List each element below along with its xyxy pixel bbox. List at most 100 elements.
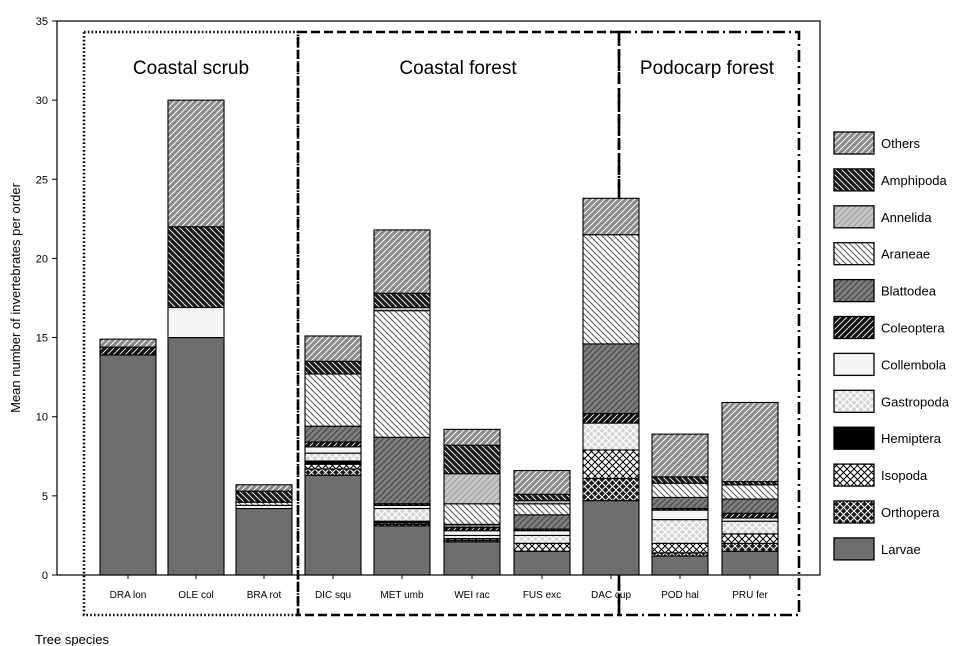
legend-item-collembola: Collembola — [833, 352, 947, 377]
bar-stack-dic-squ — [304, 335, 362, 576]
bar-segment-collembola — [651, 509, 709, 521]
bar-segment-araneae — [304, 373, 362, 427]
bar-segment-larvae — [167, 337, 225, 576]
bar-segment-isopoda — [513, 542, 571, 552]
legend: Others Amphipoda Annelida Araneae Blattodea C… — [833, 131, 950, 561]
legend-swatch-araneae — [833, 242, 875, 266]
region-label-coastal-forest: Coastal forest — [399, 58, 517, 79]
legend-swatch-collembola — [833, 352, 875, 377]
legend-swatch-amphipoda — [833, 168, 875, 192]
legend-label-amphipoda: Amphipoda — [881, 173, 948, 188]
legend-item-coleoptera: Coleoptera — [833, 315, 945, 340]
legend-item-araneae: Araneae — [833, 242, 930, 266]
bars — [99, 99, 779, 576]
y-tick-label: 15 — [36, 333, 48, 345]
x-axis-label: Tree species — [35, 632, 109, 646]
bar-segment-coleoptera — [99, 346, 157, 356]
bar-segment-blattodea — [721, 498, 779, 514]
bar-segment-annelida — [443, 473, 501, 505]
legend-swatch-orthopera — [833, 500, 875, 524]
bar-segment-larvae — [443, 541, 501, 576]
y-axis: 0 5 10 15 20 25 30 35 — [36, 16, 57, 582]
bar-segment-isopoda — [582, 449, 640, 479]
legend-label-larvae: Larvae — [881, 542, 921, 557]
bar-segment-araneae — [513, 503, 571, 516]
legend-label-orthopera: Orthopera — [881, 505, 940, 520]
x-tick-label: PRU fer — [732, 590, 768, 601]
plot-frame — [56, 20, 821, 576]
y-tick-label: 10 — [36, 412, 48, 424]
bar-segment-coleoptera — [582, 412, 640, 424]
bar-segment-amphipoda — [235, 490, 293, 503]
legend-label-collembola: Collembola — [881, 357, 947, 372]
legend-label-blattodea: Blattodea — [881, 284, 937, 299]
bar-segment-amphipoda — [304, 360, 362, 375]
bar-segment-larvae — [304, 474, 362, 576]
bar-segment-gastropoda — [373, 507, 431, 522]
bar-segment-isopoda — [651, 542, 709, 554]
bar-segment-larvae — [99, 354, 157, 576]
y-axis-label: Mean number of invertebrates per order — [8, 182, 23, 412]
bar-segment-others — [304, 335, 362, 362]
region-label-podocarp-forest: Podocarp forest — [640, 58, 775, 79]
bar-segment-others — [651, 433, 709, 478]
bar-stack-dra-lon — [99, 338, 157, 576]
legend-label-gastropoda: Gastropoda — [881, 394, 950, 409]
bar-segment-amphipoda — [443, 444, 501, 475]
bar-segment-gastropoda — [721, 520, 779, 535]
legend-label-others: Others — [881, 136, 921, 151]
legend-label-araneae: Araneae — [881, 247, 930, 262]
bar-segment-others — [721, 401, 779, 483]
bar-stack-bra-rot — [235, 484, 293, 576]
y-tick-label: 0 — [42, 570, 48, 582]
bar-segment-collembola — [513, 530, 571, 536]
legend-item-orthopera: Orthopera — [833, 500, 940, 524]
legend-swatch-hemiptera — [833, 426, 875, 450]
legend-swatch-larvae — [833, 537, 875, 561]
bar-segment-gastropoda — [651, 519, 709, 544]
legend-swatch-isopoda — [833, 463, 875, 487]
legend-item-others: Others — [833, 131, 921, 155]
bar-segment-blattodea — [513, 514, 571, 530]
bar-segment-blattodea — [304, 425, 362, 443]
bar-segment-larvae — [721, 550, 779, 576]
bar-segment-larvae — [373, 525, 431, 576]
bar-segment-araneae — [721, 484, 779, 500]
region-boxes: Coastal scrub Coastal forest Podocarp fore… — [82, 30, 801, 617]
bar-segment-isopoda — [721, 533, 779, 544]
legend-swatch-coleoptera — [833, 315, 875, 340]
bar-segment-orthopera — [721, 542, 779, 552]
bar-segment-araneae — [373, 310, 431, 438]
bar-segment-araneae — [443, 503, 501, 525]
legend-item-larvae: Larvae — [833, 537, 921, 561]
bar-segment-amphipoda — [651, 476, 709, 484]
bar-segment-larvae — [235, 507, 293, 576]
legend-swatch-blattodea — [833, 278, 875, 303]
bar-stack-pru-fer — [721, 401, 779, 576]
bar-segment-coleoptera — [304, 441, 362, 448]
bar-segment-amphipoda — [513, 493, 571, 502]
bar-segment-others — [373, 229, 431, 294]
y-tick-label: 35 — [36, 16, 48, 28]
bar-stack-met-umb — [373, 229, 431, 576]
legend-label-coleoptera: Coleoptera — [881, 321, 945, 336]
bar-segment-blattodea — [582, 343, 640, 415]
bar-segment-collembola — [304, 446, 362, 454]
bar-segment-gastropoda — [582, 422, 640, 451]
legend-label-hemiptera: Hemiptera — [881, 431, 942, 446]
y-tick-label: 20 — [36, 253, 48, 265]
x-axis: DRA lon OLE col BRA rot DIC squ MET umb WEI r… — [110, 575, 768, 601]
x-tick-label: MET umb — [380, 590, 424, 601]
bar-stack-dac-cup — [582, 197, 640, 576]
bar-segment-isopoda — [304, 463, 362, 470]
legend-item-annelida: Annelida — [833, 205, 932, 229]
legend-label-isopoda: Isopoda — [881, 468, 928, 483]
bar-segment-amphipoda — [167, 226, 225, 309]
x-tick-label: POD hal — [661, 590, 699, 601]
legend-item-gastropoda: Gastropoda — [833, 389, 950, 413]
bar-stack-pod-hal — [651, 433, 709, 576]
bar-stack-wei-rac — [443, 428, 501, 576]
bar-segment-blattodea — [373, 436, 431, 505]
x-tick-label: DRA lon — [110, 590, 147, 601]
